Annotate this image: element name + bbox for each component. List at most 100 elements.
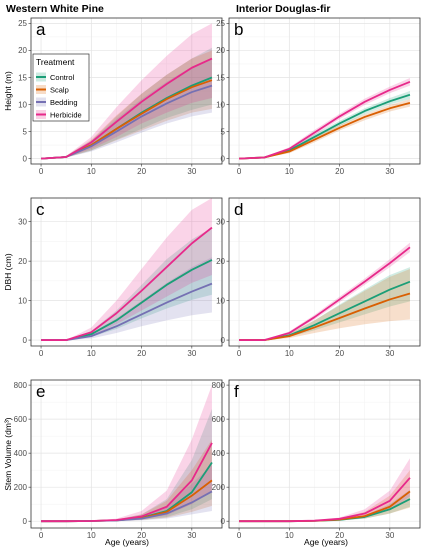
x-axis-label-right: Age (years): [304, 537, 348, 547]
panel-label-d: d: [234, 200, 243, 219]
x-tick-label: 20: [137, 349, 146, 358]
y-tick-label: 25: [216, 19, 225, 28]
y-axis-label: DBH (cm): [3, 253, 13, 290]
x-tick-label: 0: [39, 167, 44, 176]
y-tick-label: 20: [18, 46, 27, 55]
panel-label-a: a: [36, 20, 46, 39]
y-tick-label: 0: [221, 336, 226, 345]
x-tick-label: 10: [285, 167, 294, 176]
ci-band-control: [239, 91, 410, 159]
ci-band-herbicide: [239, 78, 410, 159]
x-tick-label: 0: [237, 167, 242, 176]
y-tick-label: 600: [212, 415, 226, 424]
x-tick-label: 20: [335, 349, 344, 358]
ci-band-control: [41, 47, 212, 159]
y-tick-label: 0: [221, 517, 226, 526]
ci-band-scalp: [41, 50, 212, 159]
ci-band-herbicide: [41, 385, 212, 522]
y-tick-label: 200: [212, 483, 226, 492]
panel-border: [228, 17, 421, 165]
legend-box: [32, 53, 90, 122]
y-axis-label: Stem Volume (dm³): [3, 417, 13, 490]
series-line-herbicide: [41, 442, 213, 523]
x-tick-label: 30: [385, 349, 394, 358]
series-line-herbicide: [239, 246, 411, 341]
y-tick-label: 800: [212, 381, 226, 390]
x-tick-label: 30: [187, 531, 196, 540]
panel-label-e: e: [36, 382, 45, 401]
x-tick-label: 30: [187, 167, 196, 176]
panel-border: [30, 197, 223, 347]
y-tick-label: 5: [221, 127, 226, 136]
ci-band-control: [41, 227, 212, 341]
series-line-herbicide: [239, 477, 411, 523]
y-tick-label: 0: [221, 154, 226, 163]
panel-label-b: b: [234, 20, 243, 39]
y-tick-label: 15: [18, 73, 27, 82]
y-tick-label: 30: [18, 217, 27, 226]
panels-group: 0 10 20 30 0 5 10 15 20 25 a Height (m) 0 10 20 30 0 5 10 1…: [3, 17, 421, 540]
y-tick-label: 10: [216, 296, 225, 305]
ci-band-herbicide: [41, 198, 212, 341]
legend-label-scalp: Scalp: [50, 85, 69, 94]
x-tick-label: 10: [285, 349, 294, 358]
y-tick-label: 0: [23, 336, 28, 345]
ci-band-bedding: [41, 58, 212, 159]
x-tick-label: 0: [39, 349, 44, 358]
panel-f: 0 10 20 30 0 200 400 600 800 f: [212, 379, 421, 540]
y-tick-label: 30: [216, 217, 225, 226]
y-tick-label: 400: [212, 449, 226, 458]
panel-label-c: c: [36, 200, 45, 219]
ci-band-scalp: [239, 269, 410, 341]
x-tick-label: 30: [385, 531, 394, 540]
legend-title: Treatment: [36, 57, 75, 67]
x-axis-label-left: Age (years): [105, 537, 149, 547]
series-line-herbicide: [239, 80, 411, 160]
x-tick-label: 20: [335, 531, 344, 540]
y-tick-label: 20: [216, 46, 225, 55]
y-tick-label: 25: [18, 19, 27, 28]
y-tick-label: 20: [216, 257, 225, 266]
y-tick-label: 400: [14, 449, 28, 458]
panel-label-f: f: [234, 382, 239, 401]
column-title-interior-douglas-fir: Interior Douglas-fir: [236, 3, 331, 15]
panel-border: [30, 379, 223, 529]
series-line-herbicide: [40, 57, 213, 160]
x-tick-label: 10: [87, 167, 96, 176]
x-tick-label: 20: [137, 531, 146, 540]
x-tick-label: 20: [335, 167, 344, 176]
y-tick-label: 10: [216, 100, 225, 109]
panel-border: [30, 17, 223, 165]
x-tick-label: 20: [137, 167, 146, 176]
legend-label-control: Control: [50, 73, 75, 82]
panel-c: 0 10 20 30 0 10 20 30 c DBH (cm): [3, 197, 223, 358]
y-tick-label: 5: [23, 127, 28, 136]
x-tick-label: 0: [237, 349, 242, 358]
series-line-herbicide: [41, 226, 213, 341]
y-tick-label: 600: [14, 415, 28, 424]
y-tick-label: 20: [18, 257, 27, 266]
x-tick-label: 10: [87, 349, 96, 358]
y-tick-label: 200: [14, 483, 28, 492]
x-tick-label: 0: [39, 531, 44, 540]
y-tick-label: 0: [23, 154, 28, 163]
panel-border: [228, 379, 421, 529]
y-axis-label: Height (m): [3, 71, 13, 111]
x-tick-label: 10: [87, 531, 96, 540]
ci-band-bedding: [41, 257, 212, 341]
y-tick-label: 10: [18, 100, 27, 109]
ci-band-bedding: [41, 465, 212, 522]
x-tick-label: 30: [187, 349, 196, 358]
y-tick-label: 800: [14, 381, 28, 390]
ci-band-herbicide: [41, 23, 212, 159]
x-tick-label: 30: [385, 167, 394, 176]
plot-background: [229, 380, 420, 528]
panel-e: 0 10 20 30 0 200 400 600 800 e Stem Volume (dm³): [3, 379, 223, 540]
legend: Treatment Control Scalp Bedding Herbicide: [32, 53, 90, 122]
y-tick-label: 10: [18, 296, 27, 305]
column-title-western-white-pine: Western White Pine: [6, 3, 104, 15]
y-tick-label: 15: [216, 73, 225, 82]
panel-d: 0 10 20 30 0 10 20 30 d: [216, 197, 421, 358]
panel-border: [228, 197, 421, 347]
